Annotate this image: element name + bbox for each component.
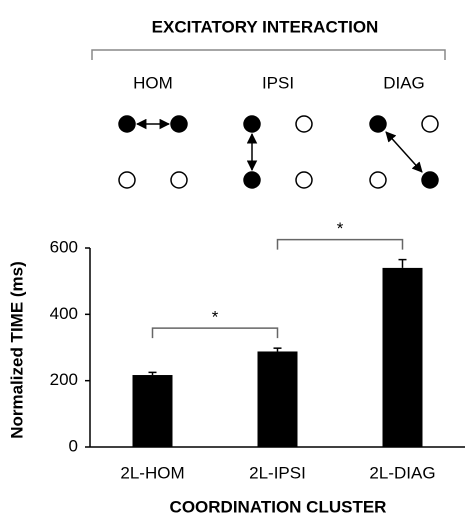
panel-label: IPSI bbox=[262, 73, 294, 92]
bar bbox=[132, 375, 173, 447]
significance-bracket bbox=[276, 238, 404, 250]
x-tick-label: 2L-IPSI bbox=[249, 463, 306, 482]
error-bar bbox=[148, 371, 157, 376]
title-bracket bbox=[91, 49, 446, 60]
limb-diagrams bbox=[118, 115, 439, 189]
y-tick-label: 200 bbox=[50, 370, 78, 389]
x-axis-label: COORDINATION CLUSTER bbox=[170, 497, 387, 516]
significance-label: * bbox=[212, 308, 219, 327]
significance-bracket bbox=[151, 327, 279, 339]
panel-label: HOM bbox=[133, 73, 173, 92]
x-tick-label: 2L-HOM bbox=[120, 463, 184, 482]
bar bbox=[257, 351, 298, 447]
x-tick-label: 2L-DIAG bbox=[369, 463, 435, 482]
diagram-title: EXCITATORY INTERACTION bbox=[152, 17, 379, 36]
y-tick-label: 400 bbox=[50, 304, 78, 323]
significance-label: * bbox=[337, 219, 344, 238]
y-tick-label: 0 bbox=[69, 436, 78, 455]
panel-label: DIAG bbox=[383, 73, 425, 92]
error-bar bbox=[398, 258, 407, 268]
y-axis-label: Normalized TIME (ms) bbox=[7, 261, 26, 439]
y-tick-label: 600 bbox=[50, 237, 78, 256]
error-bar bbox=[273, 347, 282, 352]
bar bbox=[382, 267, 423, 447]
